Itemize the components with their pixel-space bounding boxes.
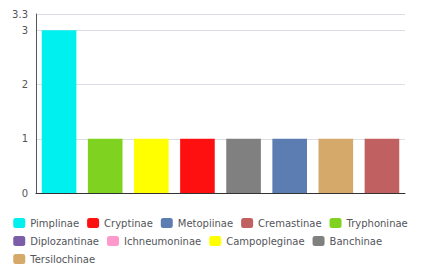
svg-text:Campopleginae: Campopleginae	[226, 236, 304, 247]
svg-text:Tersilochinae: Tersilochinae	[29, 254, 95, 265]
svg-text:Cremastinae: Cremastinae	[258, 218, 321, 229]
svg-text:1: 1	[22, 133, 28, 144]
svg-text:Ichneumoninae: Ichneumoninae	[124, 236, 201, 247]
svg-text:Metopiinae: Metopiinae	[178, 218, 233, 229]
svg-text:Cryptinae: Cryptinae	[104, 218, 153, 229]
svg-text:Diplozantinae: Diplozantinae	[30, 236, 99, 247]
svg-text:Tryphoninae: Tryphoninae	[346, 218, 408, 229]
svg-text:2: 2	[22, 79, 28, 90]
svg-text:Pimplinae: Pimplinae	[30, 218, 79, 229]
svg-text:0: 0	[22, 188, 28, 199]
svg-text:Banchinae: Banchinae	[330, 236, 383, 247]
svg-text:3.3: 3.3	[12, 9, 28, 20]
svg-text:3: 3	[22, 25, 28, 36]
